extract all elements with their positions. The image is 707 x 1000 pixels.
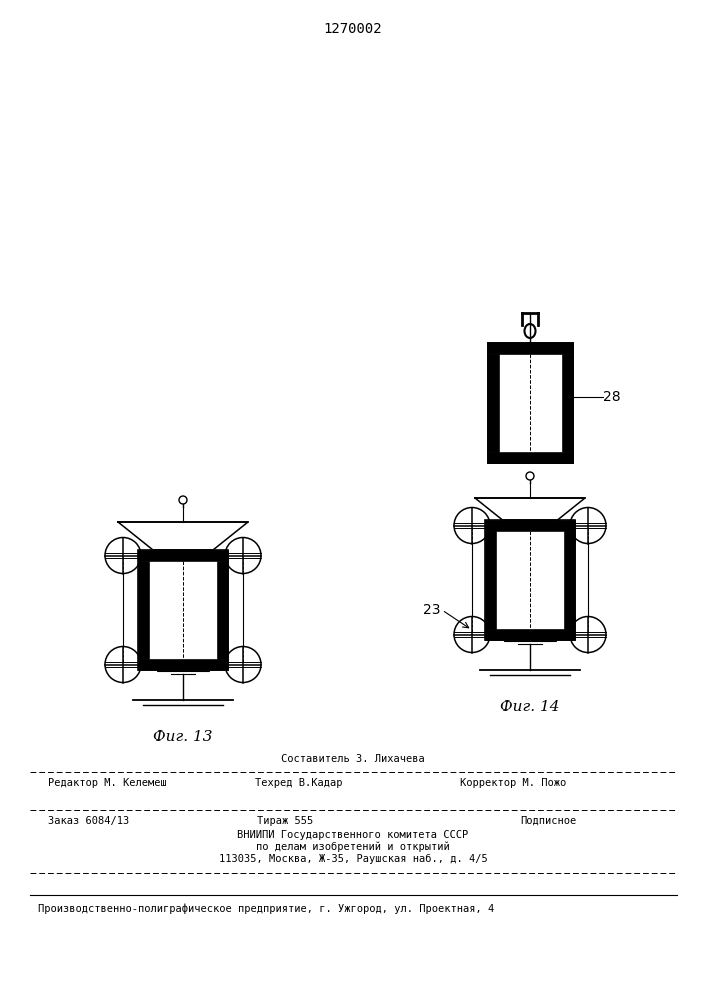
Bar xyxy=(157,666,209,671)
Text: Корректор М. Пожо: Корректор М. Пожо xyxy=(460,778,566,788)
Polygon shape xyxy=(475,498,585,520)
Bar xyxy=(504,636,556,641)
Bar xyxy=(488,343,573,463)
Text: по делам изобретений и открытий: по делам изобретений и открытий xyxy=(256,842,450,852)
Text: Подписное: Подписное xyxy=(520,816,576,826)
Bar xyxy=(138,561,149,659)
Text: 28: 28 xyxy=(604,390,621,404)
Text: Заказ 6084/13: Заказ 6084/13 xyxy=(48,816,129,826)
Text: 1270002: 1270002 xyxy=(324,22,382,36)
Bar xyxy=(485,520,575,640)
Bar xyxy=(138,659,228,670)
Bar xyxy=(488,343,573,463)
Bar xyxy=(217,561,228,659)
Bar xyxy=(488,354,498,452)
Text: 23: 23 xyxy=(423,603,440,617)
Polygon shape xyxy=(118,522,248,550)
Bar xyxy=(485,629,575,640)
Text: Техред В.Кадар: Техред В.Кадар xyxy=(255,778,342,788)
Bar xyxy=(138,550,228,670)
Bar xyxy=(485,520,575,531)
Text: Фиг. 14: Фиг. 14 xyxy=(501,700,560,714)
Text: Составитель З. Лихачева: Составитель З. Лихачева xyxy=(281,754,425,764)
Bar xyxy=(149,561,217,659)
Text: Фиг. 13: Фиг. 13 xyxy=(153,730,213,744)
Text: Производственно-полиграфическое предприятие, г. Ужгород, ул. Проектная, 4: Производственно-полиграфическое предприя… xyxy=(38,903,494,914)
Bar xyxy=(496,631,564,636)
Bar xyxy=(498,354,561,452)
Text: ВНИИПИ Государственного комитета СССР: ВНИИПИ Государственного комитета СССР xyxy=(238,830,469,840)
Bar xyxy=(496,531,564,629)
Bar xyxy=(149,661,217,666)
Bar xyxy=(488,343,573,354)
Bar xyxy=(564,531,575,629)
Text: Редактор М. Келемеш: Редактор М. Келемеш xyxy=(48,778,167,788)
Bar xyxy=(488,452,573,463)
Text: Тираж 555: Тираж 555 xyxy=(257,816,313,826)
Text: 113035, Москва, Ж-35, Раушская наб., д. 4/5: 113035, Москва, Ж-35, Раушская наб., д. … xyxy=(218,854,487,864)
Bar xyxy=(138,550,228,561)
Bar xyxy=(485,531,496,629)
Bar xyxy=(561,354,573,452)
